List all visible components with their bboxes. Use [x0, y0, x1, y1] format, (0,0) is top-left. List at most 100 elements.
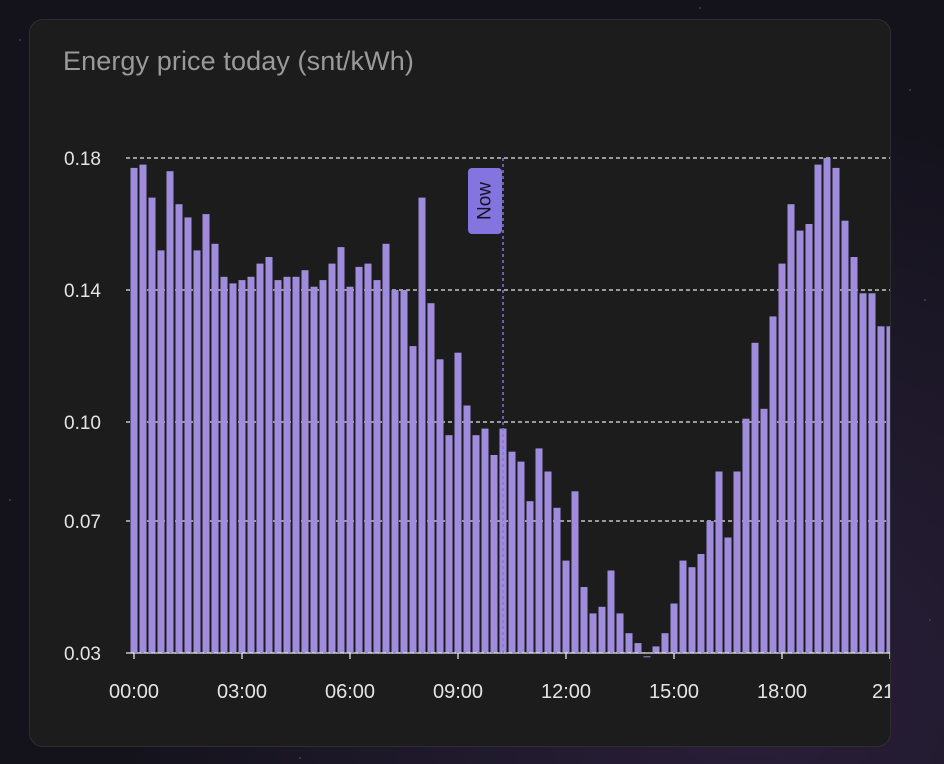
price-bar[interactable] [643, 656, 651, 658]
price-bar[interactable] [373, 280, 381, 653]
price-bar[interactable] [175, 204, 183, 653]
price-bar[interactable] [481, 428, 489, 653]
y-tick-label: 0.14 [64, 281, 101, 302]
price-bar[interactable] [832, 167, 840, 653]
price-bar[interactable] [805, 224, 813, 653]
price-bar[interactable] [778, 263, 786, 653]
price-bar[interactable] [409, 346, 417, 653]
price-bar[interactable] [436, 359, 444, 653]
now-label-badge [468, 168, 502, 234]
price-bar[interactable] [535, 448, 543, 653]
price-bar[interactable] [706, 521, 714, 653]
energy-price-chart[interactable]: 0.03 0.07 0.10 0.14 0.18 00:00 03:00 06:00 09:00… [30, 20, 890, 746]
price-bar[interactable] [598, 606, 606, 653]
price-bar[interactable] [391, 290, 399, 653]
price-bar[interactable] [562, 560, 570, 653]
price-bar[interactable] [157, 250, 165, 653]
price-bar[interactable] [796, 230, 804, 653]
price-bar[interactable] [265, 257, 273, 653]
price-bar[interactable] [760, 408, 768, 653]
price-bar[interactable] [472, 435, 480, 653]
price-bar[interactable] [220, 276, 228, 653]
price-bar[interactable] [544, 471, 552, 654]
price-bar[interactable] [247, 276, 255, 653]
price-bar[interactable] [166, 171, 174, 653]
price-bar[interactable] [229, 283, 237, 653]
price-bar[interactable] [742, 418, 750, 653]
price-bar[interactable] [841, 220, 849, 653]
price-bar[interactable] [823, 158, 831, 653]
price-bar[interactable] [652, 646, 660, 653]
now-label: Now [475, 182, 496, 220]
price-bar[interactable] [859, 293, 867, 653]
x-tick-label: 21 [872, 681, 890, 703]
price-bar[interactable] [850, 257, 858, 653]
price-bar[interactable] [328, 263, 336, 653]
price-bar[interactable] [211, 243, 219, 654]
price-bar[interactable] [301, 270, 309, 653]
price-bar[interactable] [364, 263, 372, 653]
price-bar[interactable] [274, 280, 282, 653]
x-tick-label: 15:00 [649, 681, 699, 703]
price-bar[interactable] [868, 293, 876, 653]
card-title: Energy price today (snt/kWh) [63, 46, 414, 76]
price-bar[interactable] [688, 567, 696, 653]
price-bar[interactable] [283, 276, 291, 653]
price-bar[interactable] [346, 286, 354, 653]
x-tick-label: 18:00 [757, 681, 807, 703]
y-tick-label: 0.18 [64, 149, 101, 170]
price-bar[interactable] [670, 603, 678, 654]
price-bar[interactable] [589, 613, 597, 653]
price-bar[interactable] [445, 435, 453, 653]
x-tick-label: 09:00 [433, 681, 483, 703]
price-bar[interactable] [427, 303, 435, 653]
price-bar[interactable] [877, 326, 885, 653]
price-bar[interactable] [553, 507, 561, 653]
price-bar[interactable] [130, 167, 138, 653]
price-bar[interactable] [886, 326, 891, 653]
price-bar[interactable] [193, 250, 201, 653]
price-bar[interactable] [139, 164, 147, 653]
price-bar[interactable] [463, 405, 471, 654]
price-bar[interactable] [337, 247, 345, 653]
now-marker: Now [468, 158, 504, 653]
price-bar[interactable] [400, 290, 408, 653]
price-bar[interactable] [814, 164, 822, 653]
price-bar[interactable] [202, 214, 210, 653]
price-bar[interactable] [319, 280, 327, 653]
x-tick-label: 00:00 [109, 681, 159, 703]
price-bar[interactable] [499, 428, 507, 653]
price-bar[interactable] [607, 570, 615, 654]
price-bar[interactable] [769, 316, 777, 653]
price-bar[interactable] [715, 471, 723, 654]
price-bar[interactable] [256, 263, 264, 653]
price-bar[interactable] [733, 471, 741, 654]
price-bar[interactable] [382, 243, 390, 654]
price-bar[interactable] [526, 501, 534, 653]
price-bar[interactable] [517, 461, 525, 653]
price-bar[interactable] [616, 613, 624, 653]
price-bar[interactable] [508, 451, 516, 653]
price-bar[interactable] [724, 537, 732, 654]
price-bar[interactable] [292, 276, 300, 653]
y-tick-label: 0.07 [64, 512, 101, 533]
price-bar[interactable] [490, 455, 498, 653]
y-tick-label: 0.10 [64, 413, 101, 434]
price-bar[interactable] [454, 352, 462, 653]
price-bar[interactable] [625, 633, 633, 653]
price-bar[interactable] [238, 280, 246, 653]
price-bar[interactable] [418, 197, 426, 653]
price-bar[interactable] [661, 633, 669, 653]
price-bar[interactable] [751, 342, 759, 653]
price-bar[interactable] [787, 204, 795, 653]
price-bar[interactable] [697, 554, 705, 653]
price-bar[interactable] [571, 491, 579, 653]
price-bar[interactable] [148, 197, 156, 653]
price-bar[interactable] [580, 587, 588, 653]
price-bar[interactable] [634, 643, 642, 653]
x-tick-label: 03:00 [217, 681, 267, 703]
price-bar[interactable] [679, 560, 687, 653]
price-bar[interactable] [184, 217, 192, 653]
price-bar[interactable] [310, 286, 318, 653]
price-bar[interactable] [355, 266, 363, 653]
